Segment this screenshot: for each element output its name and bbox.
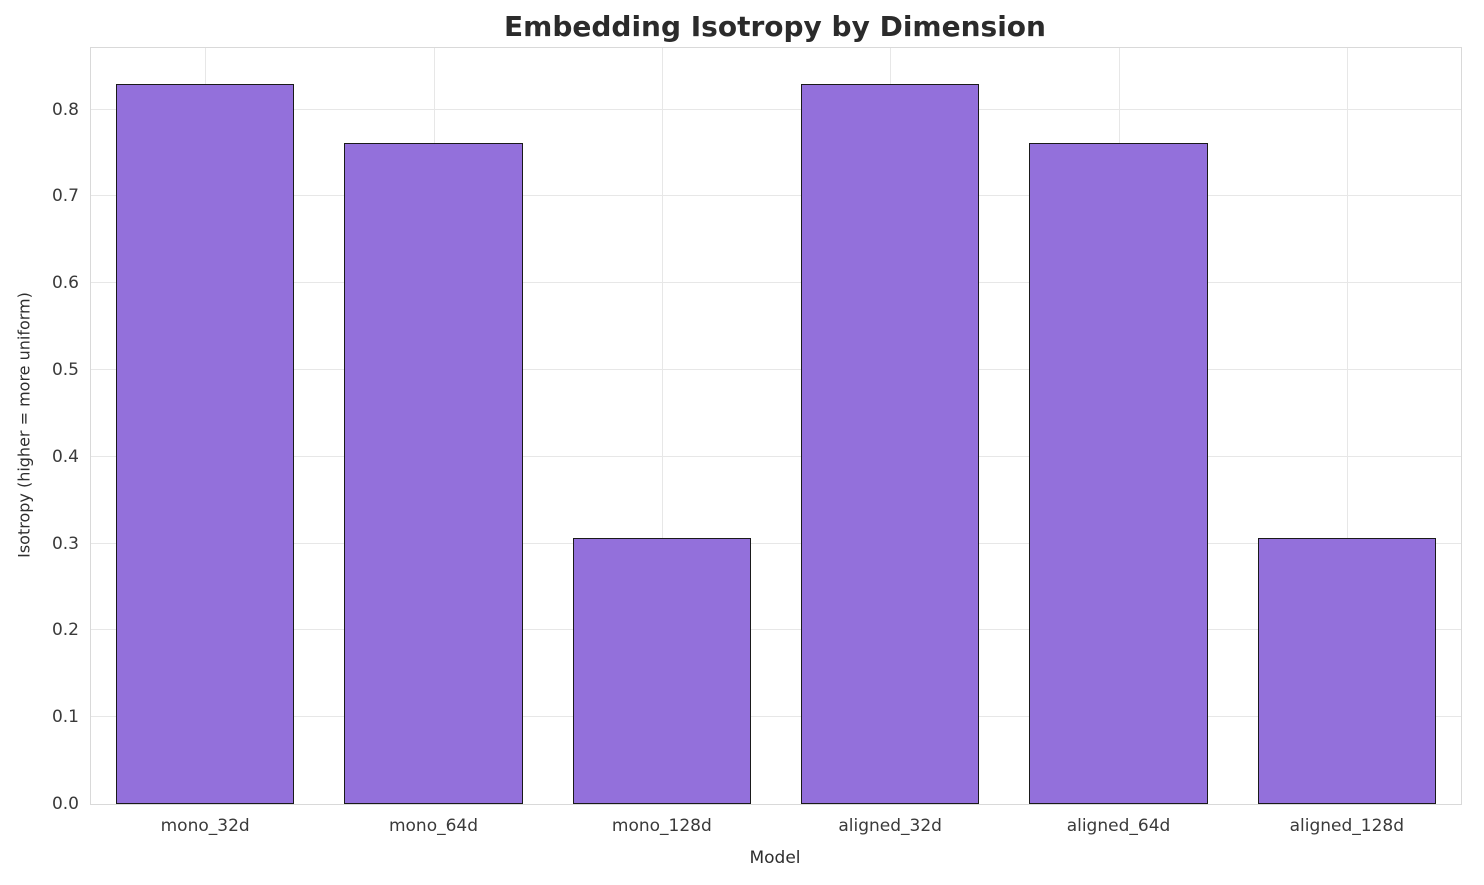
y-tick-label: 0.1 — [51, 707, 79, 728]
y-tick-label: 0.2 — [51, 620, 79, 641]
gridline-horizontal — [91, 282, 1461, 284]
y-tick-label: 0.0 — [51, 794, 79, 814]
bar-aligned_128d — [1257, 538, 1436, 804]
gridline-vertical — [661, 48, 663, 804]
gridline-horizontal — [91, 108, 1461, 110]
x-axis-label: Model — [749, 848, 801, 868]
y-tick-label: 0.8 — [51, 99, 79, 120]
chart-title: Embedding Isotropy by Dimension — [504, 10, 1046, 43]
x-tick-label: aligned_32d — [838, 816, 942, 836]
x-tick-label: aligned_128d — [1289, 816, 1405, 836]
gridline-horizontal — [91, 629, 1461, 631]
x-tick-label: mono_64d — [388, 816, 479, 836]
gridline-horizontal — [91, 542, 1461, 544]
bar-mono_32d — [116, 84, 295, 804]
y-tick-label: 0.3 — [51, 533, 79, 554]
gridline-horizontal — [91, 716, 1461, 718]
y-tick-label: 0.4 — [51, 446, 79, 467]
y-axis-label: Isotropy (higher = more uniform) — [14, 292, 34, 558]
gridline-horizontal — [91, 455, 1461, 457]
x-tick-label: mono_32d — [160, 816, 250, 836]
bar-mono_64d — [344, 143, 523, 804]
bar-mono_128d — [572, 538, 751, 804]
x-tick-label: aligned_64d — [1066, 816, 1171, 836]
gridline-horizontal — [91, 195, 1461, 197]
x-tick-label: mono_128d — [611, 816, 712, 836]
bar-aligned_64d — [1029, 143, 1208, 804]
gridline-horizontal — [91, 369, 1461, 371]
gridline-vertical — [1346, 48, 1348, 804]
bar-aligned_32d — [801, 84, 980, 804]
y-tick-label: 0.6 — [51, 273, 79, 294]
y-tick-label: 0.5 — [51, 360, 79, 381]
y-tick-label: 0.7 — [51, 186, 79, 207]
plot-area: 0.0 0.1 0.2 0.3 0.4 0.5 0.6 0.7 0.8 mono_32d mono_… — [52, 47, 1462, 836]
